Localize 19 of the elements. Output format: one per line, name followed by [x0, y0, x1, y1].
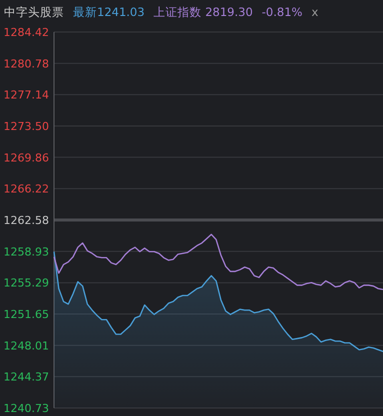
y-tick-label: 1280.78: [4, 57, 49, 70]
text: 上证指数 2819.30: [154, 5, 253, 19]
y-tick-label: 1266.22: [4, 182, 49, 196]
chart-title: 中字头股票: [4, 5, 64, 19]
y-tick-label: 1255.29: [4, 276, 49, 290]
text: x: [311, 5, 318, 19]
y-tick-label: 1258.93: [4, 245, 49, 258]
y-tick-label: 1244.37: [4, 370, 49, 384]
y-tick-label: 1277.14: [4, 88, 49, 102]
y-tick-label: 1273.50: [4, 120, 49, 133]
text: -0.81%: [262, 5, 303, 19]
line-series: [53, 234, 383, 290]
y-tick-label: 1262.58: [4, 214, 49, 227]
y-tick-label: 1251.65: [4, 308, 49, 322]
y-tick-label: 1240.73: [4, 402, 49, 415]
text: 最新1241.03: [73, 5, 145, 19]
y-tick-label: 1284.42: [4, 26, 49, 39]
y-tick-label: 1248.01: [4, 339, 49, 352]
y-tick-label: 1269.86: [4, 151, 49, 164]
